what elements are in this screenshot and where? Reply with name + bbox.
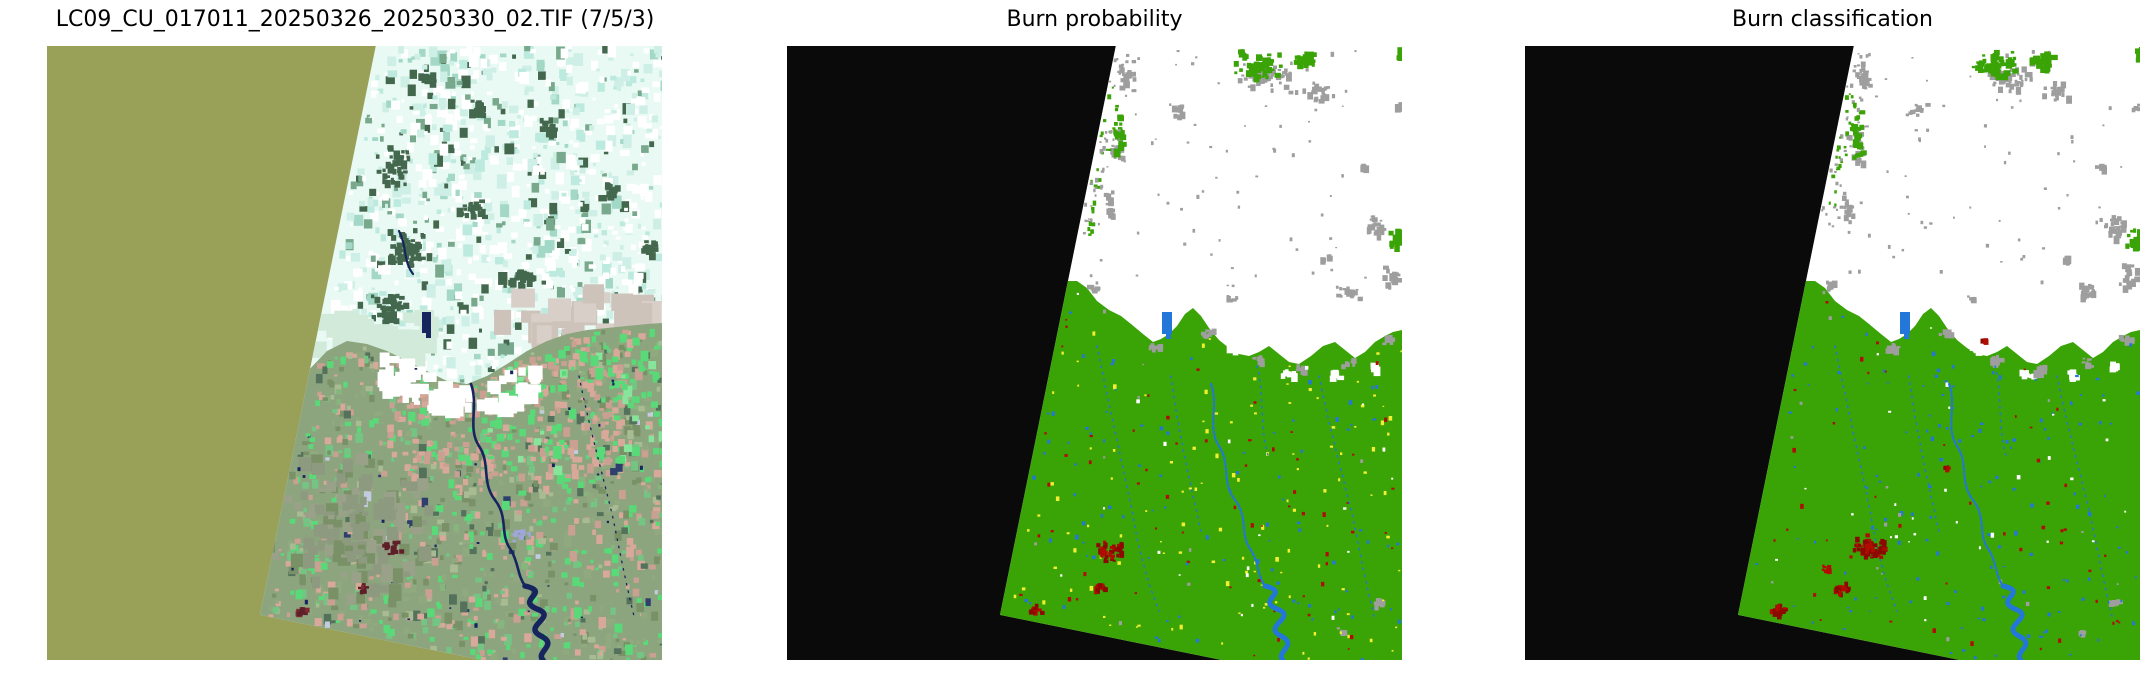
panel-burn-classification	[1525, 46, 2140, 660]
panel-title-burn-probability: Burn probability	[1006, 7, 1183, 32]
panel-burn-probability	[787, 46, 1402, 660]
panel-title-false-color: LC09_CU_017011_20250326_20250330_02.TIF …	[55, 7, 655, 32]
burn-classification-image	[1525, 46, 2140, 660]
panel-false-color	[47, 46, 662, 660]
satellite-false-color-image	[47, 46, 662, 660]
burn-probability-image	[787, 46, 1402, 660]
panel-title-burn-classification: Burn classification	[1732, 7, 1933, 32]
